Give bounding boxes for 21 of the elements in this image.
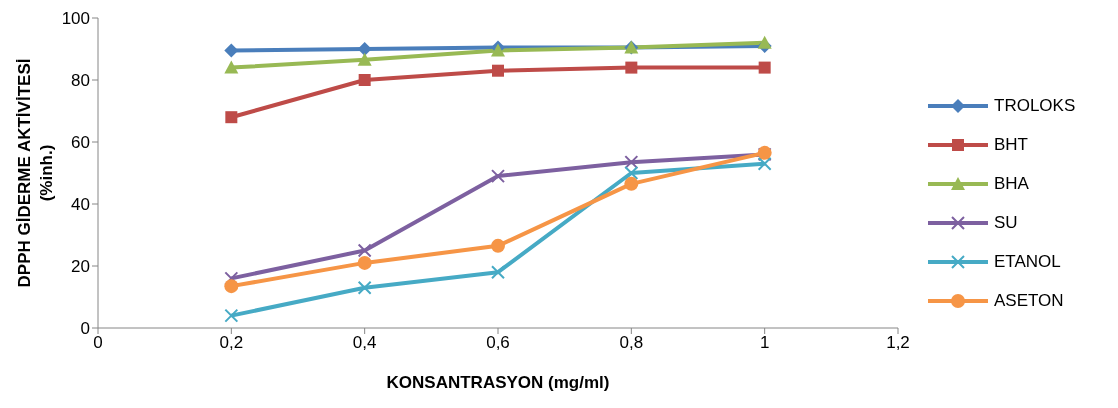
y-tick-label: 80 — [71, 71, 90, 91]
x-tick-label: 0,6 — [486, 333, 510, 353]
legend-label: BHT — [994, 134, 1028, 155]
legend-label: ETANOL — [994, 251, 1061, 272]
y-tick-label: 40 — [71, 195, 90, 215]
legend-label: BHA — [994, 173, 1029, 194]
y-tick-label: 20 — [71, 257, 90, 277]
legend-label: ASETON — [994, 290, 1064, 311]
y-tick-label: 100 — [61, 9, 90, 29]
x-tick-label: 0,8 — [619, 333, 644, 353]
x-tick-label: 0,2 — [219, 333, 244, 353]
x-tick-label: 0,4 — [352, 333, 377, 353]
legend-label: TROLOKS — [994, 95, 1076, 116]
x-tick-label: 1 — [759, 333, 770, 353]
x-axis-title: KONSANTRASYON (mg/ml) — [386, 373, 610, 392]
x-tick-label: 1,2 — [886, 333, 910, 353]
y-tick-label: 60 — [71, 133, 90, 153]
y-axis-title: DPPH GİDERME AKTİVİTESİ (%inh.) — [15, 58, 56, 288]
y-tick-label: 0 — [80, 319, 90, 339]
x-tick-label: 0 — [93, 333, 103, 353]
legend-label: SU — [994, 212, 1018, 233]
